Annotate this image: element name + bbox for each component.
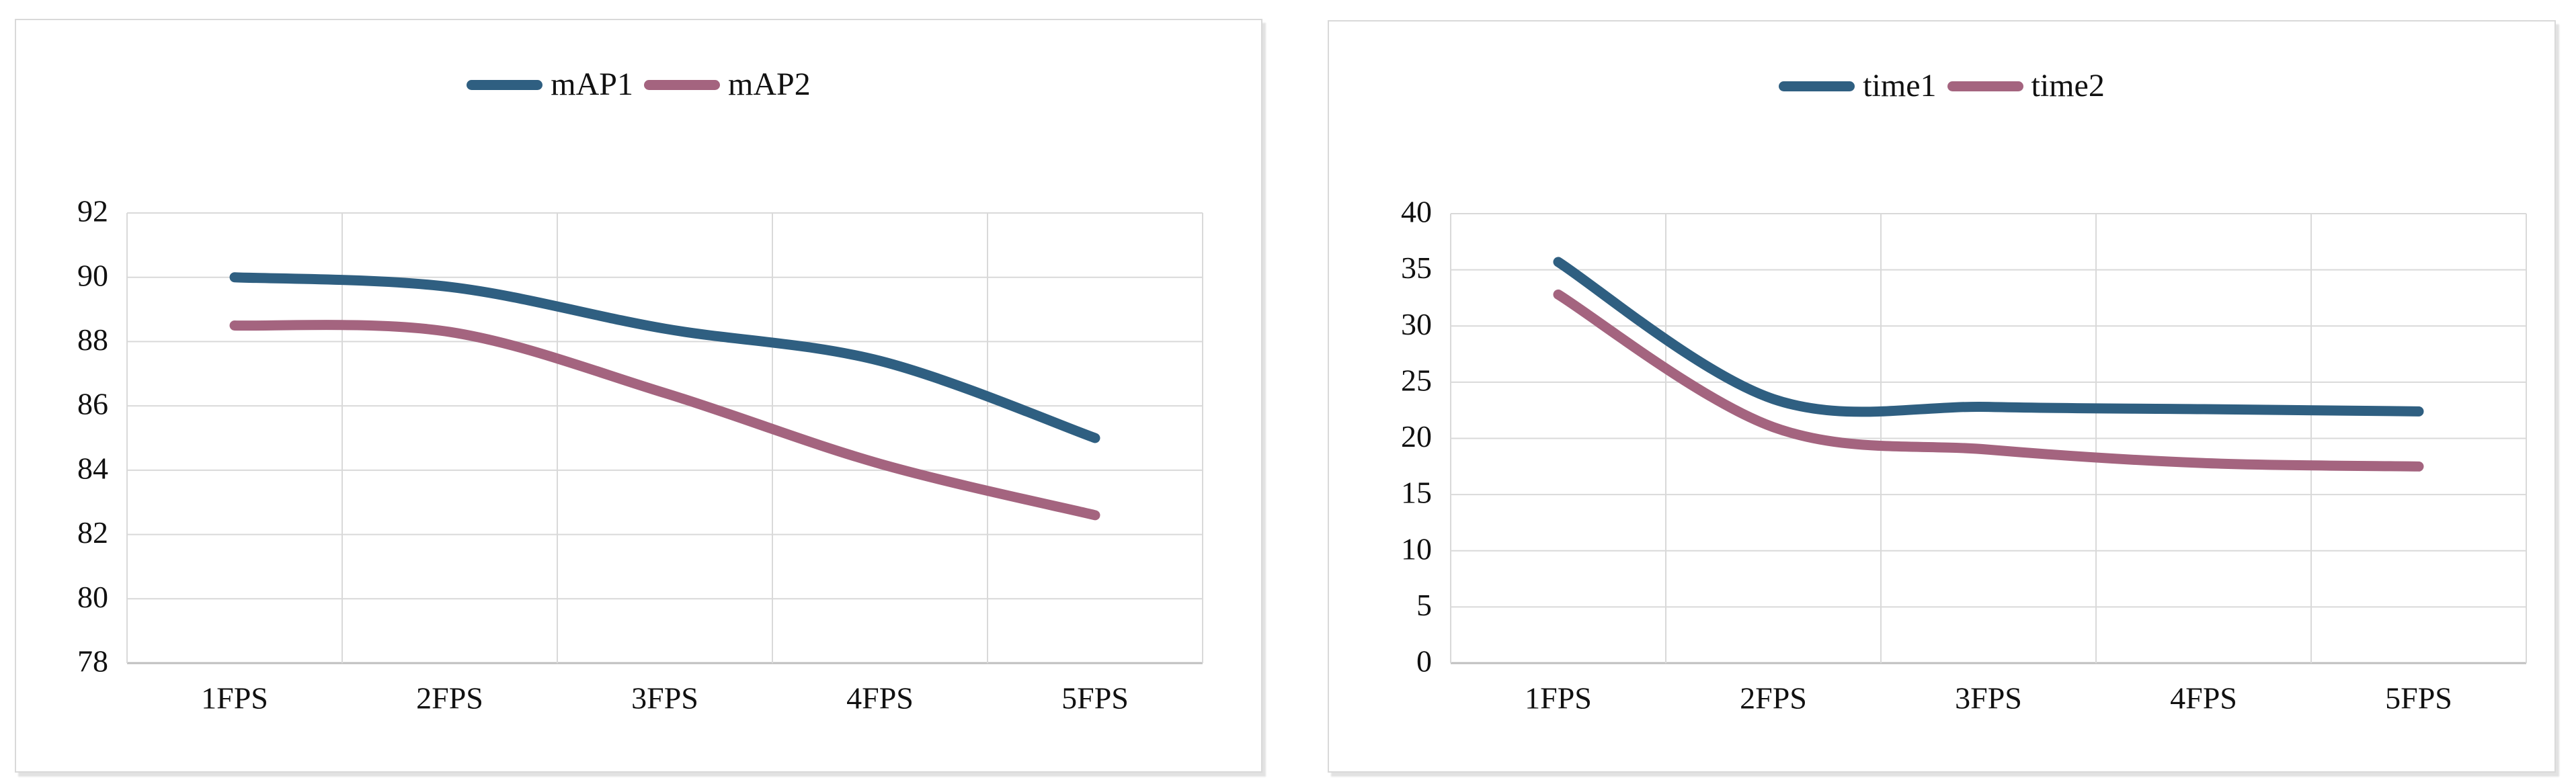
- x-category-label: 2FPS: [1740, 681, 1807, 716]
- y-tick-label: 0: [1416, 644, 1432, 679]
- series-line-time2: [1553, 289, 2424, 472]
- y-tick-label: 92: [77, 194, 108, 228]
- series-line-time1: [1553, 257, 2424, 417]
- x-category-label: 5FPS: [2385, 681, 2452, 716]
- x-category-label: 1FPS: [1525, 681, 1592, 716]
- x-category-label: 5FPS: [1061, 681, 1129, 716]
- x-category-label: 4FPS: [846, 681, 914, 716]
- y-tick-label: 78: [77, 644, 108, 679]
- y-tick-label: 40: [1401, 195, 1432, 229]
- y-tick-label: 30: [1401, 307, 1432, 341]
- x-category-label: 3FPS: [1955, 681, 2022, 716]
- time-chart-plot: 40 35 30 25 20 15 10 5 0 1FPS 2FPS 3FPS 4FPS 5FPS: [1401, 195, 2527, 716]
- y-tick-label: 25: [1401, 363, 1432, 397]
- x-category-label: 4FPS: [2170, 681, 2237, 716]
- y-tick-label: 5: [1416, 588, 1432, 622]
- map-chart-card: 92 90 88 86 84 82 80 78 1FPS 2FPS 3FPS 4FPS 5FPS mAP…: [15, 19, 1262, 773]
- y-tick-label: 88: [77, 322, 108, 357]
- y-tick-label: 86: [77, 387, 108, 421]
- time-chart-card: 40 35 30 25 20 15 10 5 0 1FPS 2FPS 3FPS 4FPS 5FPS tim…: [1328, 20, 2556, 773]
- y-tick-label: 80: [77, 580, 108, 614]
- y-tick-label: 84: [77, 451, 108, 485]
- y-tick-label: 15: [1401, 476, 1432, 510]
- y-tick-label: 35: [1401, 251, 1432, 285]
- series-line-mAP1: [229, 272, 1100, 443]
- y-tick-label: 90: [77, 258, 108, 292]
- series-line-mAP2: [229, 320, 1100, 521]
- map-chart-plot: 92 90 88 86 84 82 80 78 1FPS 2FPS 3FPS 4FPS 5FPS: [77, 194, 1203, 716]
- x-category-label: 1FPS: [201, 681, 268, 716]
- x-category-label: 3FPS: [631, 681, 698, 716]
- x-category-label: 2FPS: [416, 681, 483, 716]
- y-tick-label: 20: [1401, 419, 1432, 453]
- y-tick-label: 82: [77, 515, 108, 550]
- y-tick-label: 10: [1401, 531, 1432, 566]
